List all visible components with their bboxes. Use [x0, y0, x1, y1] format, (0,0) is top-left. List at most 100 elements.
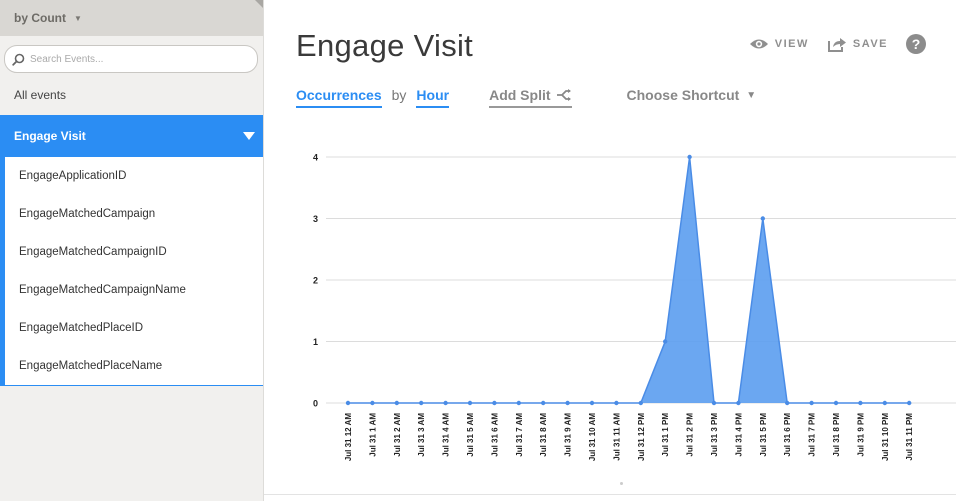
- property-label: EngageMatchedCampaignID: [19, 246, 167, 258]
- y-tick-label: 3: [313, 214, 318, 224]
- sort-dropdown[interactable]: by Count ▼: [0, 0, 263, 36]
- x-tick-label: Jul 31 1 PM: [661, 413, 670, 457]
- save-label: SAVE: [852, 38, 888, 50]
- data-point: [541, 400, 546, 406]
- property-item[interactable]: EngageMatchedPlaceID: [5, 309, 263, 347]
- data-point: [345, 400, 351, 406]
- share-export-icon: [827, 38, 846, 52]
- x-tick-label: Jul 31 2 PM: [686, 413, 695, 457]
- area-fill: [348, 157, 910, 403]
- search-box[interactable]: [4, 45, 258, 73]
- x-tick-label: Jul 31 10 PM: [881, 413, 890, 461]
- data-point: [809, 400, 814, 406]
- x-tick-label: Jul 31 9 PM: [856, 413, 865, 457]
- data-point: [394, 400, 399, 406]
- x-tick-label: Jul 31 9 AM: [564, 413, 573, 457]
- search-icon: [12, 53, 25, 66]
- interval-selector[interactable]: Hour: [416, 87, 450, 108]
- by-label: by: [391, 87, 407, 103]
- data-point: [614, 400, 619, 406]
- split-icon: [556, 89, 571, 101]
- x-tick-label: Jul 31 11 AM: [612, 413, 621, 461]
- help-icon[interactable]: ?: [906, 34, 926, 54]
- eye-icon: [749, 39, 768, 49]
- data-point: [833, 400, 839, 406]
- data-point: [785, 400, 790, 406]
- selected-event-item[interactable]: Engage Visit: [0, 115, 263, 157]
- x-tick-label: Jul 31 12 PM: [637, 413, 646, 461]
- x-tick-label: Jul 31 3 AM: [417, 413, 426, 457]
- x-tick-label: Jul 31 3 PM: [710, 413, 719, 457]
- data-point: [370, 400, 375, 406]
- x-tick-label: Jul 31 7 PM: [808, 413, 817, 457]
- search-input[interactable]: [28, 52, 242, 66]
- data-point: [736, 400, 741, 406]
- x-tick-label: Jul 31 5 PM: [759, 413, 768, 457]
- shortcut-dropdown[interactable]: Choose Shortcut ▼: [627, 87, 757, 103]
- all-events-item[interactable]: All events: [0, 75, 263, 115]
- header-actions: VIEW SAVE ?: [731, 34, 926, 54]
- data-point: [638, 400, 643, 406]
- property-list: EngageApplicationID EngageMatchedCampaig…: [0, 157, 263, 386]
- help-label: ?: [911, 36, 921, 52]
- property-item[interactable]: EngageMatchedPlaceName: [5, 347, 263, 385]
- x-tick-label: Jul 31 8 AM: [539, 413, 548, 457]
- y-tick-label: 0: [313, 399, 318, 409]
- sort-label: by Count: [14, 11, 66, 25]
- data-point: [467, 400, 473, 406]
- selected-event-label: Engage Visit: [14, 129, 86, 143]
- occurrences-chart: 0 1 2 3 4 Jul 31 12 AM Jul 31 1 AM Jul 31 2 AM J…: [313, 153, 956, 462]
- y-tick-label: 4: [313, 153, 318, 163]
- view-button[interactable]: VIEW: [749, 38, 809, 50]
- property-label: EngageApplicationID: [19, 170, 127, 182]
- data-point: [589, 400, 595, 406]
- divider: [264, 494, 956, 495]
- x-tick-label: Jul 31 6 AM: [490, 413, 499, 457]
- add-split-label: Add Split: [489, 87, 551, 103]
- all-events-label: All events: [14, 88, 67, 102]
- property-label: EngageMatchedCampaignName: [19, 284, 186, 296]
- x-tick-label: Jul 31 4 PM: [734, 413, 743, 457]
- save-button[interactable]: SAVE: [827, 36, 888, 52]
- metric-selector[interactable]: Occurrences: [296, 87, 382, 108]
- page-title: Engage Visit: [296, 28, 474, 63]
- property-label: EngageMatchedPlaceID: [19, 322, 144, 334]
- data-point: [492, 400, 497, 406]
- x-tick-label: Jul 31 1 AM: [368, 413, 377, 457]
- view-label: VIEW: [774, 38, 809, 50]
- shortcut-label: Choose Shortcut: [626, 87, 740, 103]
- x-tick-label: Jul 31 6 PM: [783, 413, 792, 457]
- data-point: [711, 400, 717, 406]
- series-line: [348, 156, 910, 404]
- x-tick-label: Jul 31 12 AM: [344, 413, 353, 462]
- data-point: [882, 400, 887, 406]
- add-split-button[interactable]: Add Split: [489, 87, 572, 108]
- pager-dot: [620, 482, 623, 485]
- property-label: EngageMatchedCampaign: [19, 208, 156, 220]
- sidebar: by Count ▼ All events Engage Visit Engag…: [0, 0, 264, 501]
- data-point: [858, 400, 863, 406]
- x-tick-label: Jul 31 7 AM: [515, 413, 524, 457]
- data-point: [687, 154, 692, 160]
- x-tick-label: Jul 31 2 AM: [393, 413, 402, 457]
- property-item[interactable]: EngageApplicationID: [5, 157, 263, 195]
- chevron-down-icon: ▼: [746, 89, 757, 101]
- property-label: EngageMatchedPlaceName: [19, 360, 163, 372]
- data-point: [565, 400, 570, 406]
- x-tick-label: Jul 31 5 AM: [466, 413, 475, 457]
- property-item[interactable]: EngageMatchedCampaignID: [5, 233, 263, 271]
- chevron-down-icon: ▼: [74, 13, 82, 23]
- data-point: [443, 400, 448, 406]
- data-point: [760, 216, 765, 221]
- search-container: [0, 36, 263, 73]
- property-item[interactable]: EngageMatchedCampaignName: [5, 271, 263, 309]
- x-tick-label: Jul 31 10 AM: [588, 413, 597, 462]
- query-controls: Occurrences by Hour Add Split Choose Sho…: [296, 87, 756, 108]
- x-tick-label: Jul 31 8 PM: [832, 413, 841, 457]
- x-tick-label: Jul 31 11 PM: [905, 413, 914, 461]
- data-point: [419, 400, 424, 406]
- collapse-triangle-icon[interactable]: [243, 132, 255, 140]
- data-point: [663, 339, 668, 344]
- main-panel: Engage Visit VIEW SAVE ? Occurrences by …: [264, 0, 956, 501]
- property-item[interactable]: EngageMatchedCampaign: [5, 195, 263, 233]
